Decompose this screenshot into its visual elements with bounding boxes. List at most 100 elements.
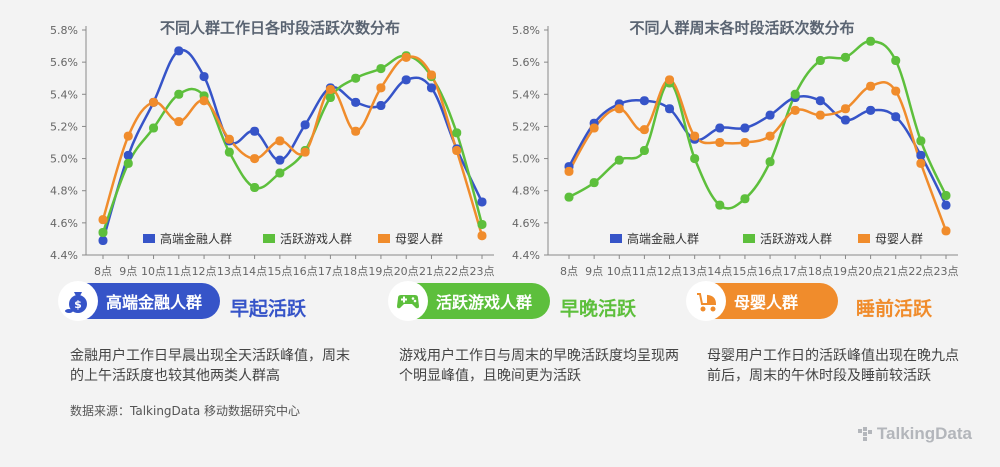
data-point <box>275 136 285 146</box>
data-point <box>866 105 876 115</box>
legend-label: 母婴人群 <box>875 232 923 246</box>
data-point <box>199 72 209 82</box>
x-tick-label: 12点 <box>192 265 217 278</box>
data-point <box>300 120 310 130</box>
data-point <box>275 168 285 178</box>
data-point <box>840 52 850 62</box>
x-tick-label: 14点 <box>242 265 267 278</box>
money-bag-icon: $ <box>58 281 98 321</box>
x-tick-label: 23点 <box>934 265 959 278</box>
x-tick-label: 8点 <box>560 265 578 278</box>
data-point <box>250 126 260 136</box>
data-point <box>916 150 926 160</box>
y-tick-label: 5.6% <box>50 56 78 69</box>
data-point <box>639 125 649 135</box>
data-point <box>614 104 624 114</box>
data-point <box>477 219 487 229</box>
data-point <box>639 96 649 106</box>
chart-title: 不同人群工作日各时段活跃次数分布 <box>160 19 400 37</box>
data-point <box>199 96 209 106</box>
data-point <box>351 97 361 107</box>
segment-tags: $ 高端金融人群 活跃游戏人群 母婴人群 <box>0 281 1000 343</box>
logo-text: TalkingData <box>876 424 972 443</box>
data-point <box>614 155 624 165</box>
segment-tag-label: 母婴人群 <box>734 293 799 312</box>
x-tick-label: 20点 <box>858 265 883 278</box>
data-point <box>790 89 800 99</box>
y-tick-label: 5.8% <box>512 24 540 37</box>
legend-swatch <box>610 234 622 243</box>
data-point <box>123 150 133 160</box>
data-point <box>916 136 926 146</box>
data-point <box>891 56 901 66</box>
data-point <box>224 134 234 144</box>
data-point <box>351 73 361 83</box>
x-tick-label: 17点 <box>783 265 808 278</box>
data-point <box>149 123 159 133</box>
data-point <box>477 197 487 207</box>
segment-tag-maternal: 母婴人群 <box>686 281 838 321</box>
x-tick-label: 19点 <box>368 265 393 278</box>
x-tick-label: 16点 <box>758 265 783 278</box>
data-point <box>300 147 310 157</box>
segment-feature-finance: 早起活跃 <box>230 298 307 320</box>
baby-stroller-icon <box>686 281 726 321</box>
segment-tag-label: 活跃游戏人群 <box>436 293 533 312</box>
y-tick-label: 4.8% <box>512 185 540 198</box>
x-tick-label: 11点 <box>632 265 657 278</box>
data-point <box>840 115 850 125</box>
data-point <box>325 93 335 102</box>
y-tick-label: 5.4% <box>50 88 78 101</box>
legend-swatch <box>263 234 275 243</box>
data-point <box>740 194 750 204</box>
data-point <box>477 231 487 241</box>
logo-mark-icon <box>857 427 872 441</box>
legend-label: 活跃游戏人群 <box>280 232 352 246</box>
data-point <box>690 154 700 164</box>
data-point <box>452 146 462 156</box>
x-tick-label: 10点 <box>607 265 632 278</box>
talkingdata-logo: TalkingData <box>857 424 972 444</box>
segment-desc-gaming: 游戏用户工作日与周末的早晚活跃度均呈现两个明显峰值，且晚间更为活跃 <box>399 348 679 384</box>
weekday-chart: 不同人群工作日各时段活跃次数分布 4.4% 4.6% 4.8% 5.0% 5.2% 5.4%… <box>50 19 495 278</box>
data-point <box>376 83 386 93</box>
data-point <box>815 110 825 120</box>
data-point <box>174 46 184 56</box>
data-point <box>639 146 649 156</box>
data-point <box>589 123 599 133</box>
segment-desc-finance: 金融用户工作日早晨出现全天活跃峰值，周末的上午活跃度也较其他两类人群高 <box>70 348 350 384</box>
data-point <box>123 131 133 141</box>
x-tick-label: 18点 <box>343 265 368 278</box>
data-point <box>401 75 411 85</box>
data-point <box>351 126 361 136</box>
y-tick-label: 4.8% <box>50 185 78 198</box>
data-point <box>564 192 574 202</box>
data-point <box>941 226 951 236</box>
data-point <box>891 86 901 96</box>
segment-tag-gaming: 活跃游戏人群 <box>388 281 550 321</box>
series-line-0 <box>101 48 484 241</box>
data-point <box>589 178 599 188</box>
x-tick-label: 23点 <box>470 265 495 278</box>
y-tick-label: 5.2% <box>512 120 540 133</box>
chart-title: 不同人群周末各时段活跃次数分布 <box>629 19 854 37</box>
y-tick-label: 5.2% <box>50 120 78 133</box>
data-point <box>740 123 750 133</box>
x-tick-label: 22点 <box>908 265 933 278</box>
x-tick-label: 9点 <box>585 265 603 278</box>
y-tick-label: 5.0% <box>512 153 540 166</box>
x-tick-label: 20点 <box>394 265 419 278</box>
data-point <box>376 64 386 74</box>
data-point <box>123 158 133 168</box>
segment-tag-label: 高端金融人群 <box>106 293 203 312</box>
data-point <box>98 236 108 246</box>
y-tick-label: 4.6% <box>512 217 540 230</box>
data-point <box>452 128 462 138</box>
data-point <box>401 52 411 62</box>
x-tick-label: 17点 <box>318 265 343 278</box>
data-point <box>866 81 876 91</box>
data-point <box>891 112 901 122</box>
data-point <box>765 110 775 120</box>
gamepad-icon <box>388 281 428 321</box>
x-tick-label: 19点 <box>833 265 858 278</box>
